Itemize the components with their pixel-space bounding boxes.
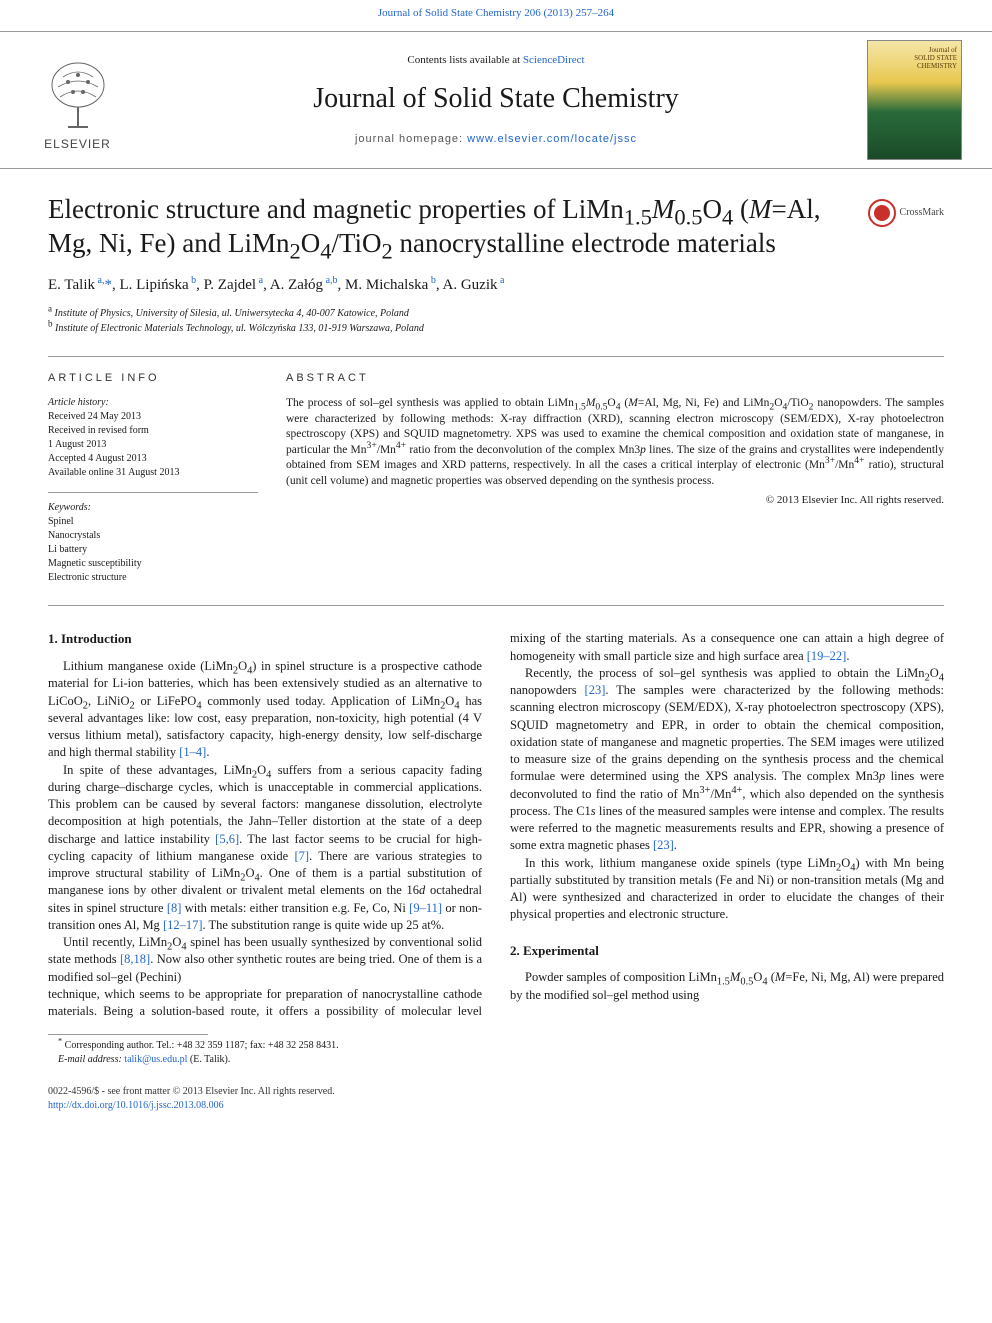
crossmark-badge[interactable]: CrossMark — [868, 199, 944, 227]
section-heading: 1. Introduction — [48, 630, 482, 648]
article-body: 1. Introduction Lithium manganese oxide … — [0, 606, 992, 1034]
body-paragraph: In spite of these advantages, LiMn2O4 su… — [48, 762, 482, 935]
publisher-logo: ELSEVIER — [30, 48, 125, 153]
history-line: Received in revised form — [48, 424, 258, 438]
body-paragraph: In this work, lithium manganese oxide sp… — [510, 855, 944, 924]
keyword: Magnetic susceptibility — [48, 557, 258, 571]
history-line: 1 August 2013 — [48, 438, 258, 452]
contents-available-line: Contents lists available at ScienceDirec… — [125, 53, 867, 68]
email-label: E-mail address: — [58, 1054, 122, 1065]
journal-homepage-line: journal homepage: www.elsevier.com/locat… — [125, 132, 867, 147]
footnote-block: * Corresponding author. Tel.: +48 32 359… — [0, 1035, 992, 1085]
affiliation: a Institute of Physics, University of Si… — [48, 306, 944, 321]
keywords-label: Keywords: — [48, 501, 258, 515]
publisher-name: ELSEVIER — [44, 136, 111, 153]
abstract-text: The process of sol–gel synthesis was app… — [286, 396, 944, 489]
affiliation: b Institute of Electronic Materials Tech… — [48, 321, 944, 336]
body-paragraph: Recently, the process of sol–gel synthes… — [510, 665, 944, 855]
journal-title: Journal of Solid State Chemistry — [125, 79, 867, 118]
article-title: Electronic structure and magnetic proper… — [48, 193, 852, 261]
homepage-link[interactable]: www.elsevier.com/locate/jssc — [467, 133, 637, 145]
body-paragraph: Lithium manganese oxide (LiMn2O4) in spi… — [48, 658, 482, 762]
bottom-metadata: 0022-4596/$ - see front matter © 2013 El… — [0, 1085, 992, 1127]
issn-line: 0022-4596/$ - see front matter © 2013 El… — [48, 1085, 944, 1099]
section-heading: 2. Experimental — [510, 942, 944, 960]
journal-issue-link[interactable]: Journal of Solid State Chemistry 206 (20… — [378, 7, 614, 19]
crossmark-label: CrossMark — [900, 206, 944, 220]
sciencedirect-link[interactable]: ScienceDirect — [523, 54, 585, 66]
body-paragraph: Powder samples of composition LiMn1.5M0.… — [510, 969, 944, 1004]
body-paragraph: Until recently, LiMn2O4 spinel has been … — [48, 934, 482, 986]
corresponding-author: * Corresponding author. Tel.: +48 32 359… — [48, 1039, 944, 1053]
history-line: Accepted 4 August 2013 — [48, 452, 258, 466]
keyword: Nanocrystals — [48, 529, 258, 543]
doi-link[interactable]: http://dx.doi.org/10.1016/j.jssc.2013.08… — [48, 1100, 224, 1111]
homepage-prefix: journal homepage: — [355, 133, 467, 145]
article-info-heading: ARTICLE INFO — [48, 371, 258, 386]
affiliations: a Institute of Physics, University of Si… — [48, 306, 944, 336]
email-attribution: (E. Talik). — [190, 1054, 231, 1065]
cover-line3: CHEMISTRY — [914, 63, 957, 71]
keyword: Electronic structure — [48, 571, 258, 585]
email-line: E-mail address: talik@us.edu.pl (E. Tali… — [48, 1053, 944, 1067]
journal-header: ELSEVIER Contents lists available at Sci… — [0, 31, 992, 169]
history-label: Article history: — [48, 396, 258, 410]
authors-line: E. Talik a,*, L. Lipińska b, P. Zajdel a… — [48, 275, 944, 296]
crossmark-icon — [868, 199, 896, 227]
contents-prefix: Contents lists available at — [407, 54, 522, 66]
email-link[interactable]: talik@us.edu.pl — [124, 1054, 187, 1065]
history-line: Available online 31 August 2013 — [48, 466, 258, 480]
abstract-heading: ABSTRACT — [286, 371, 944, 386]
keyword: Spinel — [48, 515, 258, 529]
keyword: Li battery — [48, 543, 258, 557]
elsevier-tree-icon — [38, 57, 118, 132]
journal-cover-thumbnail: Journal of SOLID STATE CHEMISTRY — [867, 40, 962, 160]
abstract-copyright: © 2013 Elsevier Inc. All rights reserved… — [286, 493, 944, 508]
history-line: Received 24 May 2013 — [48, 410, 258, 424]
